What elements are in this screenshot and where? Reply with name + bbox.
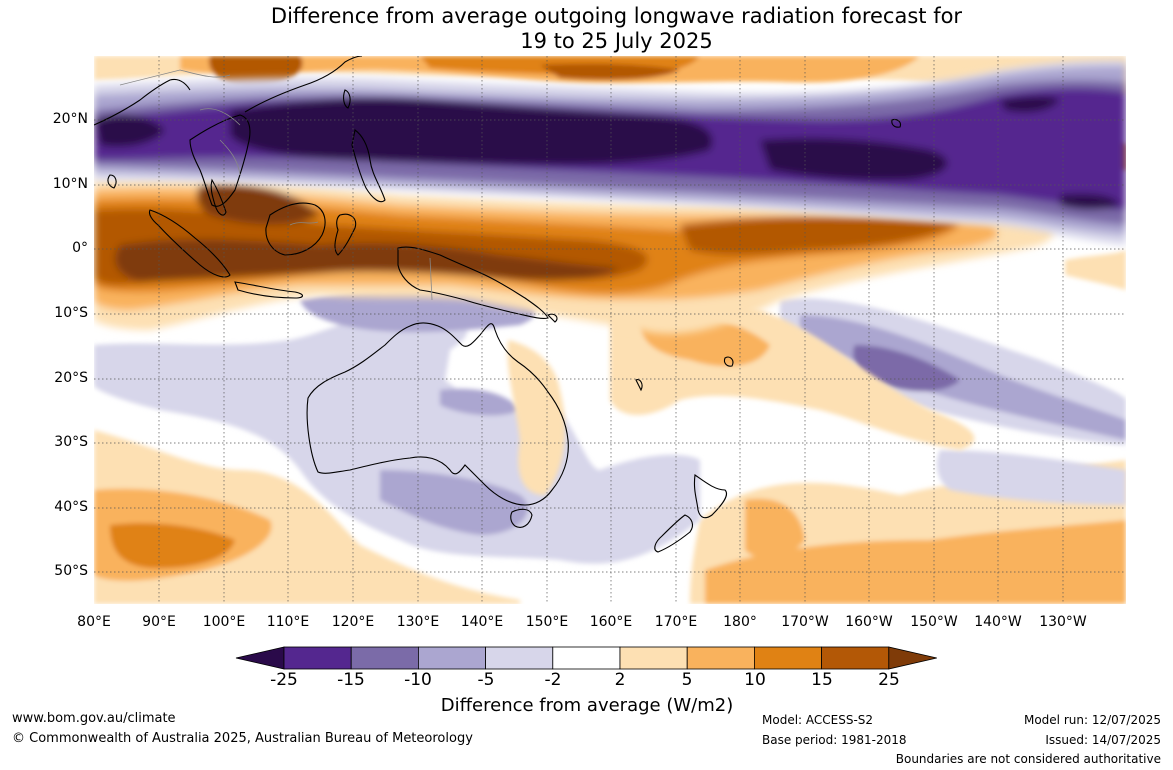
colorbar-tick-label: -10 bbox=[404, 670, 432, 690]
equatorial-positive-anomaly bbox=[94, 178, 1055, 334]
lat-label-10n: 10°N bbox=[52, 176, 88, 192]
colorbar-tick-label: 25 bbox=[878, 670, 900, 690]
lat-label-40s: 40°S bbox=[54, 499, 88, 515]
lon-label-150e: 150°E bbox=[525, 614, 569, 630]
lon-label-150w: 150°W bbox=[910, 614, 958, 630]
lon-label-170e: 170°E bbox=[654, 614, 698, 630]
colorbar-tick-label: 5 bbox=[681, 670, 693, 690]
title-line-2: 19 to 25 July 2025 bbox=[520, 29, 713, 53]
model-name: Model: ACCESS-S2 bbox=[762, 713, 874, 727]
lat-label-20s: 20°S bbox=[54, 370, 88, 386]
colorbar-tick-label: -2 bbox=[544, 670, 562, 690]
colorbar-segment bbox=[417, 646, 486, 670]
issued-date: Issued: 14/07/2025 bbox=[1045, 733, 1161, 747]
colorbar-title: Difference from average (W/m2) bbox=[440, 695, 734, 716]
colorbar-segment bbox=[552, 646, 621, 670]
colorbar-segment bbox=[283, 646, 352, 670]
map-title: Difference from average outgoing longwav… bbox=[0, 4, 1173, 54]
colorbar bbox=[235, 646, 937, 670]
lon-label-130w: 130°W bbox=[1039, 614, 1087, 630]
lat-label-30s: 30°S bbox=[54, 434, 88, 450]
colorbar-tick-label: -15 bbox=[337, 670, 365, 690]
lon-label-160w: 160°W bbox=[845, 614, 893, 630]
colorbar-tick-label: 2 bbox=[614, 670, 626, 690]
base-period: Base period: 1981-2018 bbox=[762, 733, 907, 747]
lon-label-130e: 130°E bbox=[396, 614, 440, 630]
colorbar-segment bbox=[485, 646, 554, 670]
lon-label-120e: 120°E bbox=[331, 614, 375, 630]
colorbar-extend-high bbox=[888, 646, 937, 670]
lon-label-160e: 160°E bbox=[589, 614, 633, 630]
colorbar-tick-label: -5 bbox=[477, 670, 495, 690]
coastlines bbox=[94, 56, 901, 553]
copyright-text: © Commonwealth of Australia 2025, Austra… bbox=[12, 731, 473, 746]
southern-positive-anomaly bbox=[94, 430, 1126, 604]
colorbar-segment bbox=[754, 646, 823, 670]
lon-label-80e: 80°E bbox=[77, 614, 111, 630]
lat-label-10s: 10°S bbox=[54, 305, 88, 321]
boundaries-disclaimer: Boundaries are not considered authoritat… bbox=[895, 752, 1161, 766]
lat-label-50s: 50°S bbox=[54, 563, 88, 579]
colorbar-tick-label: -25 bbox=[270, 670, 298, 690]
lon-label-140w: 140°W bbox=[974, 614, 1022, 630]
lon-label-170w: 170°W bbox=[781, 614, 829, 630]
anomaly-field bbox=[94, 56, 1126, 604]
country-borders bbox=[119, 69, 433, 301]
northern-negative-anomaly bbox=[94, 60, 1126, 245]
colorbar-tick-label: 10 bbox=[744, 670, 766, 690]
colorbar-tick-label: 15 bbox=[811, 670, 833, 690]
website-link[interactable]: www.bom.gov.au/climate bbox=[12, 711, 176, 726]
lat-label-0: 0° bbox=[72, 240, 88, 256]
lon-label-140e: 140°E bbox=[460, 614, 504, 630]
colorbar-segment bbox=[619, 646, 688, 670]
lon-label-100e: 100°E bbox=[202, 614, 246, 630]
colorbar-segment bbox=[821, 646, 890, 670]
lon-label-90e: 90°E bbox=[142, 614, 176, 630]
colorbar-extend-low bbox=[235, 646, 285, 670]
graticule bbox=[94, 56, 1126, 604]
lat-label-20n: 20°N bbox=[52, 111, 88, 127]
model-run-date: Model run: 12/07/2025 bbox=[1023, 713, 1161, 727]
colorbar-segment bbox=[350, 646, 419, 670]
colorbar-segment bbox=[686, 646, 755, 670]
title-line-1: Difference from average outgoing longwav… bbox=[270, 4, 963, 28]
southern-negative-anomaly bbox=[94, 289, 1126, 564]
lon-label-110e: 110°E bbox=[266, 614, 310, 630]
lon-label-180: 180° bbox=[723, 614, 757, 630]
